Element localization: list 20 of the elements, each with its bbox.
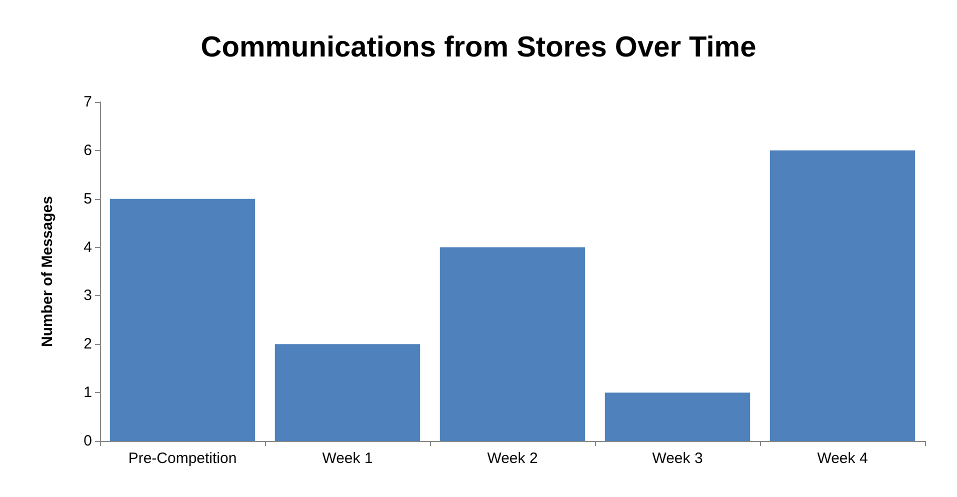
x-tick-label: Week 3 <box>652 450 703 467</box>
bar <box>440 247 586 441</box>
y-axis-title: Number of Messages <box>39 196 56 347</box>
bar <box>604 392 750 441</box>
y-tick-label: 4 <box>84 238 92 256</box>
bar <box>110 198 256 441</box>
bar <box>274 344 420 441</box>
x-tick-label: Pre-Competition <box>128 450 237 467</box>
y-tick-label: 6 <box>84 142 92 159</box>
x-tick-label: Week 4 <box>817 450 868 467</box>
y-tick-label: 0 <box>84 432 92 450</box>
bar <box>770 150 916 441</box>
x-tick-label: Week 2 <box>487 450 538 467</box>
y-tick-label: 1 <box>84 384 92 402</box>
y-tick-label: 7 <box>84 94 92 110</box>
chart-title: Communications from Stores Over Time <box>200 32 756 64</box>
y-tick-label: 5 <box>84 190 92 208</box>
y-tick-label: 3 <box>84 287 92 304</box>
x-tick-label: Week 1 <box>322 450 373 467</box>
y-tick-label: 2 <box>84 336 92 353</box>
